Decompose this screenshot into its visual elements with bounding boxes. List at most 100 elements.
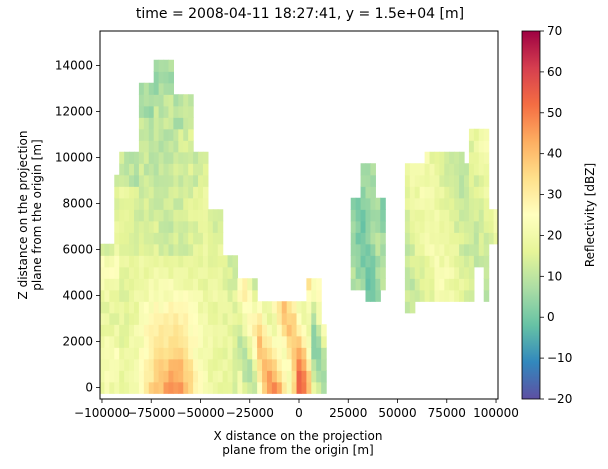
heatmap-cell	[478, 151, 485, 164]
heatmap-cell	[114, 232, 120, 245]
heatmap-cell	[404, 197, 411, 210]
heatmap-cell	[202, 381, 209, 394]
heatmap-cell	[306, 289, 312, 302]
heatmap-cell	[291, 358, 298, 371]
heatmap-cell	[148, 232, 155, 245]
heatmap-cell	[124, 278, 130, 291]
heatmap-cell	[100, 358, 106, 371]
heatmap-cell	[178, 163, 184, 176]
heatmap-cell	[148, 289, 155, 302]
heatmap-cell	[414, 163, 421, 176]
heatmap-cell	[158, 255, 165, 268]
heatmap-cell	[483, 289, 490, 302]
heatmap-cell	[183, 324, 189, 337]
heatmap-cell	[198, 301, 204, 314]
heatmap-cell	[311, 312, 317, 325]
heatmap-cell	[247, 335, 253, 348]
heatmap-cell	[370, 243, 376, 256]
heatmap-cell	[178, 197, 184, 210]
heatmap-cell	[365, 209, 372, 222]
heatmap-cell	[459, 209, 465, 222]
heatmap-cell	[148, 197, 155, 210]
heatmap-cell	[454, 289, 460, 302]
heatmap-cell	[459, 163, 465, 176]
heatmap-cell	[193, 232, 199, 245]
heatmap-cell	[271, 324, 278, 337]
heatmap-cell	[429, 163, 436, 176]
heatmap-cell	[168, 266, 174, 279]
heatmap-cell	[178, 324, 184, 337]
heatmap-cell	[133, 312, 140, 325]
heatmap-cell	[198, 151, 204, 164]
heatmap-cell	[173, 94, 179, 107]
heatmap-cell	[365, 232, 372, 245]
heatmap-cell	[119, 381, 125, 394]
heatmap-cell	[133, 243, 140, 256]
heatmap-cell	[143, 370, 150, 383]
heatmap-cell	[478, 163, 485, 176]
heatmap-cell	[429, 174, 436, 187]
heatmap-cell	[306, 312, 312, 325]
heatmap-cell	[202, 255, 209, 268]
heatmap-cell	[202, 151, 209, 164]
x-tick-label: 0	[295, 406, 303, 420]
heatmap-cell	[129, 347, 135, 360]
heatmap-cell	[143, 347, 150, 360]
heatmap-cell	[296, 381, 303, 394]
heatmap-cell	[212, 381, 219, 394]
heatmap-cell	[148, 140, 155, 153]
heatmap-cell	[365, 186, 372, 199]
heatmap-cell	[409, 266, 416, 279]
heatmap-cell	[266, 347, 273, 360]
heatmap-cell	[360, 266, 367, 279]
heatmap-cell	[227, 301, 234, 314]
heatmap-cell	[109, 347, 115, 360]
heatmap-cell	[311, 301, 317, 314]
heatmap-cell	[133, 151, 140, 164]
heatmap-cell	[404, 174, 411, 187]
heatmap-cell	[129, 197, 135, 210]
heatmap-cell	[365, 255, 372, 268]
heatmap-cell	[183, 94, 189, 107]
heatmap-cell	[414, 243, 421, 256]
heatmap-cell	[114, 220, 120, 233]
heatmap-cell	[232, 289, 239, 302]
heatmap-cell	[355, 266, 362, 279]
heatmap-cell	[188, 266, 194, 279]
heatmap-cell	[198, 347, 204, 360]
heatmap-cell	[247, 347, 253, 360]
heatmap-cell	[306, 324, 312, 337]
heatmap-cell	[365, 220, 372, 233]
heatmap-cell	[163, 232, 170, 245]
heatmap-cell	[409, 174, 416, 187]
heatmap-cell	[183, 370, 189, 383]
heatmap-cell	[232, 278, 239, 291]
heatmap-cell	[217, 278, 224, 291]
heatmap-cell	[168, 105, 174, 118]
heatmap-cell	[119, 151, 125, 164]
heatmap-cell	[464, 186, 470, 199]
heatmap-cell	[286, 312, 293, 325]
heatmap-cell	[454, 174, 460, 187]
x-tick-label: 75000	[428, 406, 466, 420]
heatmap-cell	[188, 301, 194, 314]
heatmap-cell	[138, 278, 145, 291]
heatmap-cell	[143, 209, 150, 222]
heatmap-cell	[119, 220, 125, 233]
heatmap-cell	[375, 266, 381, 279]
heatmap-cell	[143, 105, 150, 118]
heatmap-cell	[271, 335, 278, 348]
heatmap-cell	[306, 347, 312, 360]
heatmap-cell	[163, 117, 170, 130]
heatmap-cell	[227, 255, 234, 268]
heatmap-cell	[143, 94, 150, 107]
heatmap-cell	[380, 266, 386, 279]
heatmap-cell	[212, 324, 219, 337]
heatmap-cell	[468, 278, 475, 291]
heatmap-cell	[133, 197, 140, 210]
heatmap-cell	[464, 220, 470, 233]
x-tick-label: −75000	[127, 406, 175, 420]
heatmap-cell	[414, 266, 421, 279]
heatmap-cell	[227, 289, 234, 302]
heatmap-cell	[424, 278, 431, 291]
